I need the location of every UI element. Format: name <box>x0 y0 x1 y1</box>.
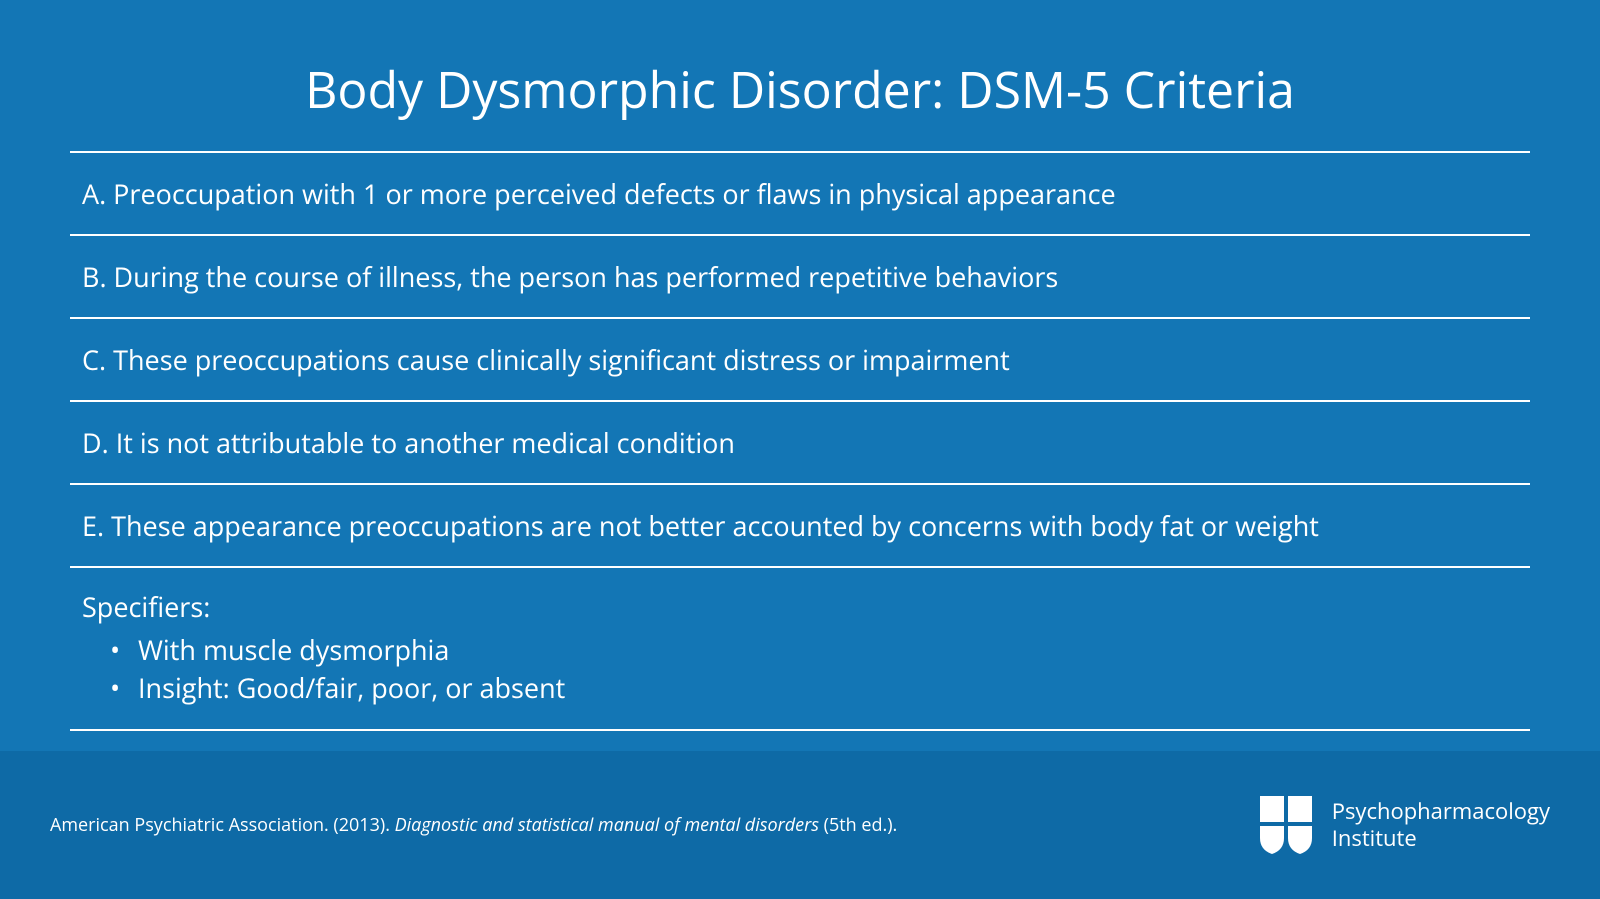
criterion-a: A. Preoccupation with 1 or more perceive… <box>70 153 1530 236</box>
criterion-d: D. It is not attributable to another med… <box>70 402 1530 485</box>
main-area: Body Dysmorphic Disorder: DSM-5 Criteria… <box>0 0 1600 751</box>
criteria-list: A. Preoccupation with 1 or more perceive… <box>70 151 1530 731</box>
citation-prefix: American Psychiatric Association. (2013)… <box>50 813 395 837</box>
specifier-item: With muscle dysmorphia <box>110 631 1518 669</box>
citation: American Psychiatric Association. (2013)… <box>50 813 897 837</box>
brand-line2: Institute <box>1332 825 1550 851</box>
criterion-b: B. During the course of illness, the per… <box>70 236 1530 319</box>
citation-italic: Diagnostic and statistical manual of men… <box>395 813 819 837</box>
brand-text: Psychopharmacology Institute <box>1332 798 1550 851</box>
brand-line1: Psychopharmacology <box>1332 798 1550 824</box>
specifiers-label: Specifiers: <box>82 588 1518 625</box>
specifier-item: Insight: Good/fair, poor, or absent <box>110 669 1518 707</box>
specifiers-list: With muscle dysmorphia Insight: Good/fai… <box>82 631 1518 707</box>
shield-icon <box>1258 794 1314 856</box>
citation-suffix: (5th ed.). <box>819 813 897 837</box>
slide-title: Body Dysmorphic Disorder: DSM-5 Criteria <box>70 55 1530 123</box>
criterion-c: C. These preoccupations cause clinically… <box>70 319 1530 402</box>
specifiers-block: Specifiers: With muscle dysmorphia Insig… <box>70 568 1530 731</box>
slide: Body Dysmorphic Disorder: DSM-5 Criteria… <box>0 0 1600 899</box>
footer: American Psychiatric Association. (2013)… <box>0 751 1600 899</box>
brand: Psychopharmacology Institute <box>1258 794 1550 856</box>
criterion-e: E. These appearance preoccupations are n… <box>70 485 1530 568</box>
